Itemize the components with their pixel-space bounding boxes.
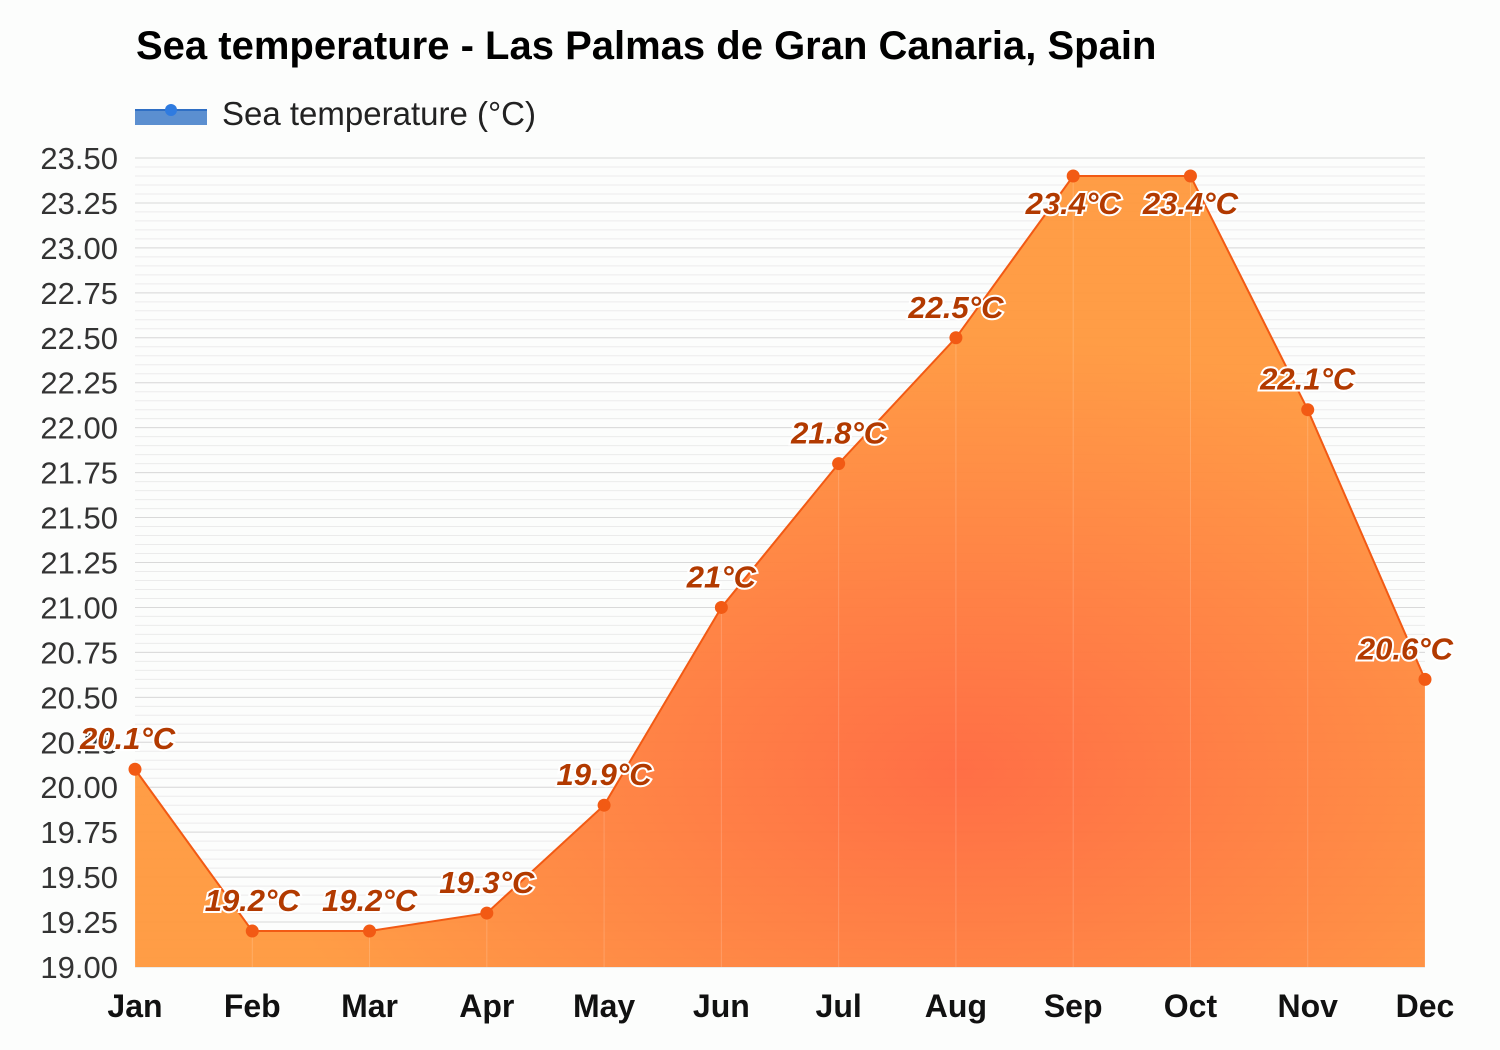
x-tick-label: Jun: [693, 988, 750, 1024]
y-tick-label: 20.00: [40, 770, 118, 805]
y-tick-label: 21.75: [40, 456, 118, 491]
data-label: 19.3°C: [439, 865, 535, 900]
data-label: 21.8°C: [790, 416, 887, 451]
x-tick-label: Mar: [341, 988, 398, 1024]
legend-swatch-icon: [135, 103, 207, 125]
y-tick-label: 21.25: [40, 546, 118, 581]
data-label: 19.2°C: [322, 883, 418, 918]
data-point: [1301, 403, 1315, 417]
y-tick-label: 19.75: [40, 815, 118, 850]
data-label: 20.1°C: [79, 721, 176, 756]
x-tick-label: May: [573, 988, 635, 1024]
data-point: [245, 924, 259, 938]
y-tick-label: 23.00: [40, 231, 118, 266]
x-axis: Jan Feb Mar Apr May Jun Jul Aug Sep Oct Nov Dec: [107, 988, 1454, 1024]
y-tick-label: 21.00: [40, 590, 118, 625]
data-point: [949, 331, 963, 345]
y-tick-label: 22.00: [40, 411, 118, 446]
x-tick-label: Feb: [224, 988, 281, 1024]
x-tick-label: Oct: [1164, 988, 1218, 1024]
x-tick-label: Jan: [107, 988, 162, 1024]
y-tick-label: 23.50: [40, 141, 118, 176]
y-tick-label: 19.50: [40, 860, 118, 895]
data-point: [714, 600, 728, 614]
data-point: [597, 798, 611, 812]
series-line: [134, 174, 1426, 933]
x-tick-label: Nov: [1278, 988, 1339, 1024]
data-point: [832, 457, 846, 471]
data-label: 19.9°C: [557, 757, 653, 792]
data-point: [480, 906, 494, 920]
data-label: 20.6°C: [1357, 631, 1454, 666]
legend[interactable]: Sea temperature (°C): [135, 92, 536, 136]
y-tick-label: 20.75: [40, 635, 118, 670]
area-series: [134, 174, 1426, 967]
y-axis: 19.00 19.25 19.50 19.75 20.00 20.25 20.50 20.75…: [40, 141, 118, 985]
x-tick-label: Sep: [1044, 988, 1103, 1024]
x-tick-label: Dec: [1396, 988, 1455, 1024]
y-tick-label: 19.25: [40, 905, 118, 940]
y-tick-label: 22.50: [40, 321, 118, 356]
data-point: [128, 762, 142, 776]
data-label: 23.4°C: [1142, 186, 1239, 221]
data-label: 19.2°C: [205, 883, 301, 918]
y-tick-label: 20.50: [40, 680, 118, 715]
data-labels: 20.1°C 19.2°C 19.2°C 19.3°C 19.9°C 21°C 21.8°C…: [77, 184, 1456, 920]
legend-label: Sea temperature (°C): [222, 95, 536, 132]
data-point: [1066, 169, 1080, 183]
data-point: [1183, 169, 1197, 183]
data-label: 23.4°C: [1025, 186, 1122, 221]
y-tick-label: 22.75: [40, 276, 118, 311]
data-label: 22.5°C: [907, 290, 1004, 325]
data-point: [1418, 672, 1432, 686]
y-tick-label: 22.25: [40, 366, 118, 401]
y-tick-label: 19.00: [40, 950, 118, 985]
data-label: 21°C: [686, 559, 757, 594]
data-point: [363, 924, 377, 938]
y-tick-label: 23.25: [40, 186, 118, 221]
y-tick-label: 20.25: [40, 725, 118, 760]
y-tick-label: 21.50: [40, 501, 118, 536]
data-points: [128, 169, 1432, 967]
chart-title: Sea temperature - Las Palmas de Gran Can…: [136, 24, 1157, 68]
x-tick-label: Jul: [816, 988, 862, 1024]
area-fill: [135, 175, 1425, 967]
data-label: 22.1°C: [1259, 362, 1356, 397]
x-tick-label: Aug: [925, 988, 987, 1024]
x-tick-label: Apr: [459, 988, 514, 1024]
